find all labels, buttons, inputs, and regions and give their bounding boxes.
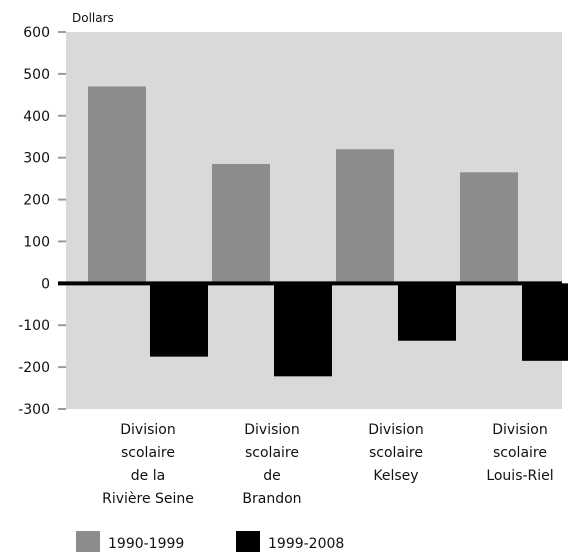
category-label: Division bbox=[492, 422, 547, 438]
legend-swatch-1990-1999 bbox=[76, 531, 100, 552]
legend-swatch-1999-2008 bbox=[236, 531, 260, 552]
legend-label-1999-2008: 1999-2008 bbox=[268, 536, 344, 552]
y-axis: 600 500 400 300 200 100 0 -100 -200 -300 bbox=[18, 25, 66, 418]
bars bbox=[88, 86, 568, 377]
category-label: Division bbox=[120, 422, 175, 438]
y-tick-label: -300 bbox=[18, 402, 50, 418]
bar-1999-2008-0 bbox=[150, 283, 208, 357]
category-label: Louis-Riel bbox=[486, 468, 553, 484]
y-tick-label: 500 bbox=[23, 67, 50, 83]
bar-1990-1999-2 bbox=[336, 149, 394, 284]
legend: 1990-1999 1999-2008 bbox=[76, 531, 344, 552]
category-labels: Division scolaire de la Rivière Seine Divisi… bbox=[102, 422, 554, 507]
y-axis-unit-label: Dollars bbox=[72, 11, 114, 25]
bar-1999-2008-1 bbox=[274, 283, 332, 377]
bar-1990-1999-0 bbox=[88, 86, 146, 284]
category-label: scolaire bbox=[121, 445, 175, 461]
y-tick-label: 400 bbox=[23, 109, 50, 125]
category-label: Kelsey bbox=[373, 468, 418, 484]
y-tick-label: -200 bbox=[18, 360, 50, 376]
category-label: de bbox=[263, 468, 281, 484]
bar-1999-2008-2 bbox=[398, 283, 456, 341]
category-label: Division bbox=[244, 422, 299, 438]
category-label: scolaire bbox=[245, 445, 299, 461]
category-label: Division bbox=[368, 422, 423, 438]
category-label: scolaire bbox=[493, 445, 547, 461]
bar-1990-1999-1 bbox=[212, 163, 270, 284]
y-tick-label: 100 bbox=[23, 234, 50, 250]
legend-label-1990-1999: 1990-1999 bbox=[108, 536, 184, 552]
y-tick-label: 0 bbox=[41, 276, 50, 292]
bar-1999-2008-3 bbox=[522, 283, 568, 361]
category-label: Brandon bbox=[242, 491, 301, 507]
bar-1990-1999-3 bbox=[460, 172, 518, 284]
category-label: de la bbox=[131, 468, 165, 484]
y-tick-label: 300 bbox=[23, 151, 50, 167]
category-label: scolaire bbox=[369, 445, 423, 461]
y-tick-label: 600 bbox=[23, 25, 50, 41]
y-tick-label: 200 bbox=[23, 193, 50, 209]
y-tick-label: -100 bbox=[18, 318, 50, 334]
category-label: Rivière Seine bbox=[102, 491, 194, 507]
